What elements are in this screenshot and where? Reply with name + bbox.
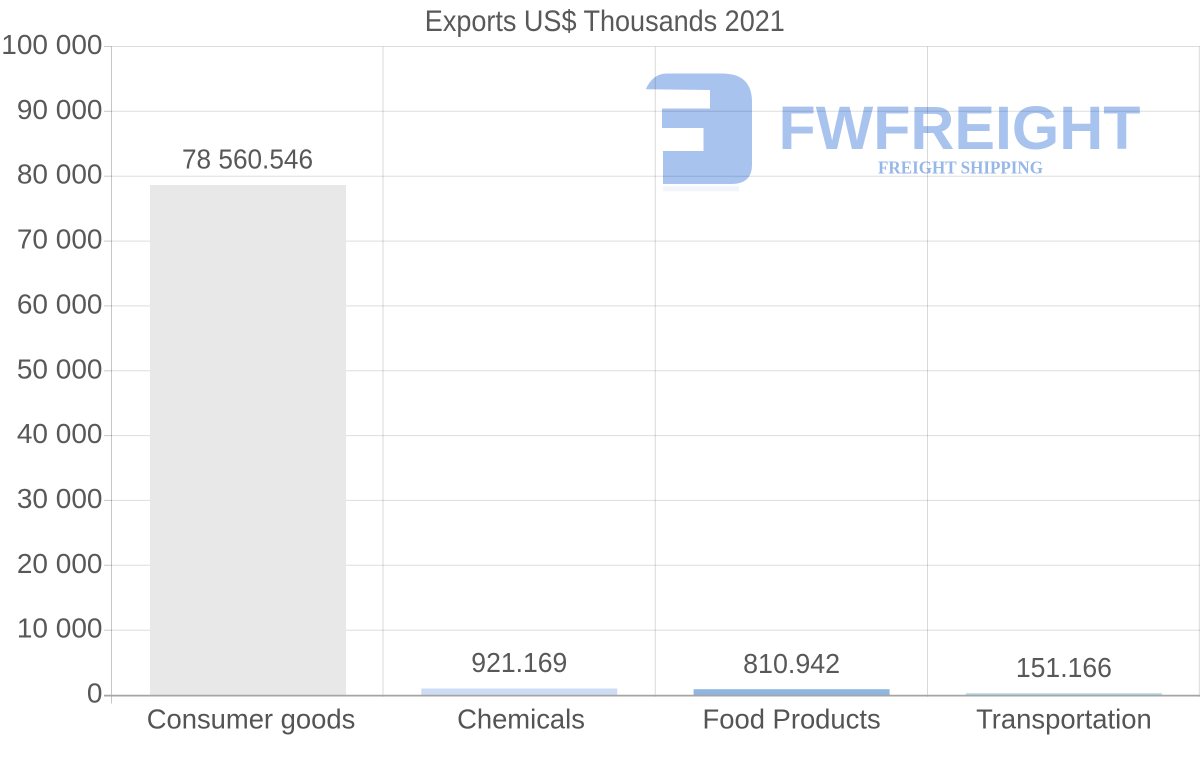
- svg-text:90 000: 90 000: [17, 94, 103, 125]
- svg-text:921.169: 921.169: [471, 647, 567, 678]
- svg-text:60 000: 60 000: [17, 288, 103, 319]
- svg-text:151.166: 151.166: [1016, 652, 1112, 683]
- svg-text:70 000: 70 000: [17, 224, 103, 255]
- svg-text:0: 0: [87, 678, 103, 709]
- svg-text:10 000: 10 000: [17, 613, 103, 644]
- svg-text:Exports US$ Thousands 2021: Exports US$ Thousands 2021: [425, 5, 785, 38]
- svg-text:78 560.546: 78 560.546: [182, 144, 313, 175]
- svg-text:100 000: 100 000: [1, 29, 102, 60]
- svg-text:Food Products: Food Products: [703, 704, 881, 735]
- svg-text:50 000: 50 000: [17, 353, 103, 384]
- svg-text:FREIGHT SHIPPING: FREIGHT SHIPPING: [878, 158, 1043, 178]
- svg-text:Consumer goods: Consumer goods: [147, 704, 356, 735]
- svg-text:80 000: 80 000: [17, 159, 103, 190]
- svg-text:40 000: 40 000: [17, 418, 103, 449]
- svg-text:FWFREIGHT: FWFREIGHT: [779, 94, 1141, 162]
- svg-text:30 000: 30 000: [17, 483, 103, 514]
- svg-text:810.942: 810.942: [743, 648, 840, 679]
- svg-text:20 000: 20 000: [17, 548, 103, 579]
- svg-text:Chemicals: Chemicals: [457, 704, 585, 735]
- svg-text:Transportation: Transportation: [976, 704, 1152, 735]
